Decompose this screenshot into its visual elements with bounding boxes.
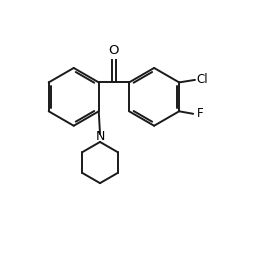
Text: O: O xyxy=(109,43,119,57)
Text: F: F xyxy=(197,107,203,120)
Text: Cl: Cl xyxy=(197,73,208,86)
Text: N: N xyxy=(95,130,105,144)
